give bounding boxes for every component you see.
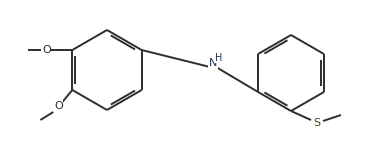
Text: O: O xyxy=(42,45,51,55)
Text: H: H xyxy=(215,53,223,63)
Text: N: N xyxy=(209,58,217,68)
Text: S: S xyxy=(313,118,320,128)
Text: O: O xyxy=(54,101,63,111)
